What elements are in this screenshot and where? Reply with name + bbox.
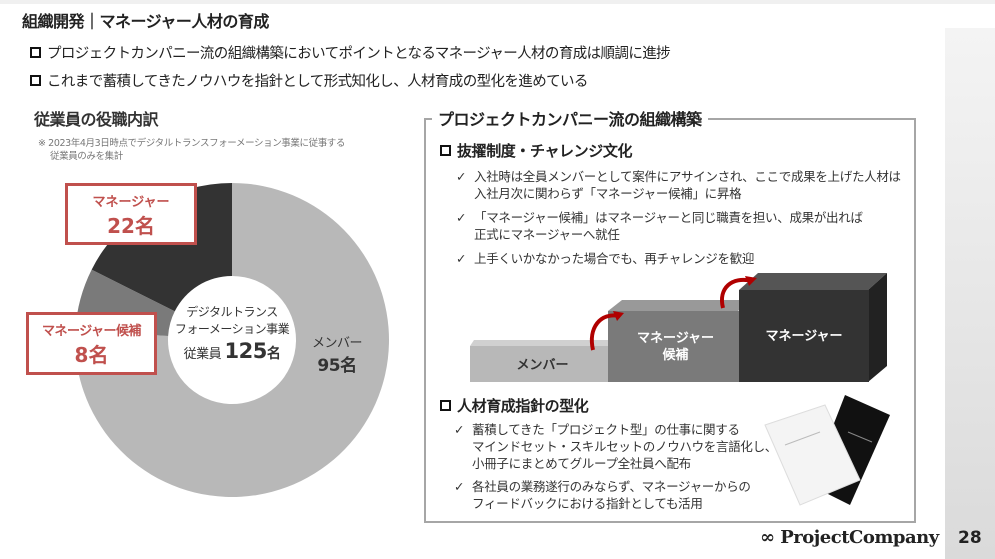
top-border <box>0 0 995 4</box>
square-bullet-icon <box>440 145 451 156</box>
slice-name: マネージャー <box>92 195 170 210</box>
list-item: ✓ 上手くいかなかった場合でも、再チャレンジを歓迎 <box>456 250 901 267</box>
note-line: ※ 2023年4月3日時点でデジタルトランスフォーメーション事業に従事する <box>38 138 345 149</box>
career-steps-graphic <box>470 273 887 382</box>
slice-value: 22名 <box>107 214 155 238</box>
step-label-line: マネージャー <box>636 331 715 346</box>
check-icon: ✓ <box>456 169 467 184</box>
list-item: ✓ 各社員の業務遂行のみならず、マネージャーからの フィードバックにおける指針として… <box>454 478 777 512</box>
item-line: 入社時は全員メンバーとして案件にアサインされ、ここで成果を上げた人材は <box>474 169 901 184</box>
chart-note: ※ 2023年4月3日時点でデジタルトランスフォーメーション事業に従事する従業員… <box>38 137 345 163</box>
square-bullet-icon <box>30 75 41 86</box>
donut-center-label: デジタルトランス フォーメーション事業 従業員 125名 <box>168 304 296 363</box>
page-number: 28 <box>958 528 982 548</box>
slice-value: 95名 <box>317 356 357 376</box>
slice-name: マネージャー候補 <box>41 324 142 339</box>
managers-callout: マネージャー 22名 <box>65 183 197 245</box>
center-label-line: デジタルトランス <box>186 305 278 319</box>
list-item: ✓ 入社時は全員メンバーとして案件にアサインされ、ここで成果を上げた人材は 入社月次… <box>456 168 901 202</box>
subsection-title-text: 抜擢制度・チャレンジ文化 <box>457 142 633 160</box>
square-bullet-icon <box>440 400 451 411</box>
step-label-candidate: マネージャー 候補 <box>608 330 743 364</box>
side-strip <box>945 28 995 559</box>
square-bullet-icon <box>30 47 41 58</box>
step-manager <box>739 290 869 382</box>
step-label-manager: マネージャー <box>765 329 843 344</box>
summary-bullet: これまで蓄積してきたノウハウを指針として形式知化し、人材育成の型化を進めている <box>30 70 588 91</box>
slice-name: メンバー <box>312 336 363 351</box>
item-line: 上手くいかなかった場合でも、再チャレンジを歓迎 <box>474 251 755 266</box>
summary-bullet: プロジェクトカンパニー流の組織構築においてポイントとなるマネージャー人材の育成は… <box>30 42 671 63</box>
subsection-title: 抜擢制度・チャレンジ文化 <box>440 140 632 161</box>
step-candidate <box>608 311 743 382</box>
item-line: 蓄積してきた「プロジェクト型」の仕事に関する <box>472 422 740 437</box>
list-item: ✓ 蓄積してきた「プロジェクト型」の仕事に関するマインドセット・スキルセットのノウ… <box>454 421 777 472</box>
bullet-text: これまで蓄積してきたノウハウを指針として形式知化し、人材育成の型化を進めている <box>47 74 588 90</box>
check-icon: ✓ <box>454 479 465 494</box>
total-value: 125 <box>224 339 268 363</box>
slice-value: 8名 <box>74 343 109 367</box>
subsection-title: 人材育成指針の型化 <box>440 395 589 416</box>
center-label-line: フォーメーション事業 <box>174 322 290 336</box>
donut-chart <box>75 183 389 497</box>
note-line: 従業員のみを集計 <box>50 151 123 162</box>
step-label-member: メンバー <box>516 358 569 373</box>
item-line: 入社月次に関わらず「マネージャー候補」に昇格 <box>474 186 742 201</box>
bullet-text: プロジェクトカンパニー流の組織構築においてポイントとなるマネージャー人材の育成は… <box>47 46 671 62</box>
guideline-list: ✓ 蓄積してきた「プロジェクト型」の仕事に関するマインドセット・スキルセットのノウ… <box>454 421 777 512</box>
booklets-image <box>764 395 890 506</box>
check-icon: ✓ <box>454 422 465 437</box>
section-heading: 従業員の役職内訳 <box>34 110 159 129</box>
promotion-list: ✓ 入社時は全員メンバーとして案件にアサインされ、ここで成果を上げた人材は 入社月次… <box>456 168 901 267</box>
members-label: メンバー 95名 <box>312 332 363 376</box>
item-line: 各社員の業務遂行のみならず、マネージャーからの <box>472 479 751 494</box>
page-title: 組織開発｜マネージャー人材の育成 <box>22 12 269 31</box>
check-icon: ✓ <box>456 210 467 225</box>
company-logo: ∞ ProjectCompany <box>760 527 939 548</box>
item-line: フィードバックにおける指針としても活用 <box>472 496 703 511</box>
list-item: ✓ 「マネージャー候補」はマネージャーと同じ職責を担い、成果が出れば 正式にマネージ… <box>456 209 901 243</box>
item-line: マインドセット・スキルセットのノウハウを言語化し、 <box>472 439 778 454</box>
subsection-title-text: 人材育成指針の型化 <box>457 397 589 415</box>
candidates-callout: マネージャー候補 8名 <box>26 312 157 375</box>
item-line: 「マネージャー候補」はマネージャーと同じ職責を担い、成果が出れば <box>474 210 863 225</box>
step-member <box>470 346 615 382</box>
total-unit: 名 <box>266 346 281 362</box>
step-label-line: 候補 <box>662 348 689 363</box>
panel-heading: プロジェクトカンパニー流の組織構築 <box>432 106 708 130</box>
item-line: 正式にマネージャーへ就任 <box>474 227 620 242</box>
donut-slice <box>75 183 389 497</box>
check-icon: ✓ <box>456 251 467 266</box>
item-line: 小冊子にまとめてグループ全社員へ配布 <box>472 456 691 471</box>
total-label: 従業員 <box>183 347 222 362</box>
